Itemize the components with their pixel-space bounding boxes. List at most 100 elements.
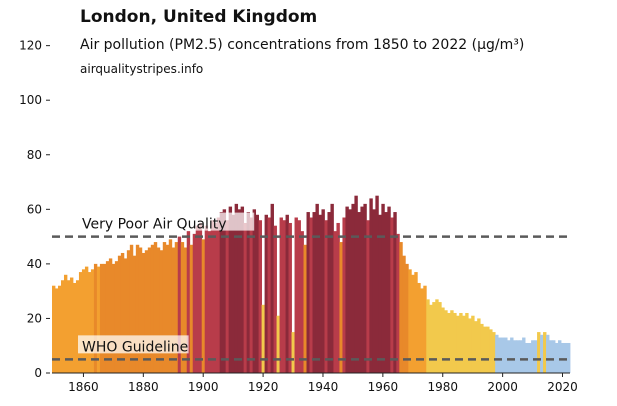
bar: [465, 312, 469, 373]
bar: [516, 340, 520, 373]
bar: [408, 269, 412, 373]
bar: [468, 318, 472, 373]
bar: [174, 242, 179, 373]
bar: [399, 242, 403, 373]
bar: [123, 258, 128, 373]
bar: [234, 203, 239, 373]
bar: [423, 285, 427, 373]
bar: [471, 315, 475, 373]
bar: [231, 214, 236, 373]
bar: [438, 302, 442, 373]
bar: [543, 332, 547, 373]
bar: [492, 332, 496, 373]
bar: [498, 337, 502, 373]
bar: [99, 263, 104, 373]
bar: [225, 220, 230, 373]
bar: [75, 280, 80, 373]
bar: [375, 195, 379, 373]
bar: [357, 212, 361, 373]
bar: [297, 220, 301, 373]
x-tick-label: 1860: [68, 380, 99, 394]
bar: [462, 315, 466, 373]
bar: [156, 247, 161, 373]
bar: [372, 209, 376, 373]
bar: [324, 220, 328, 373]
bar: [273, 225, 277, 373]
bar: [189, 244, 194, 373]
bar: [243, 222, 248, 373]
x-tick-label: 2020: [547, 380, 578, 394]
bar: [126, 250, 131, 373]
bar: [222, 209, 227, 373]
chart-subtitle: Air pollution (PM2.5) concentrations fro…: [80, 37, 525, 53]
bar: [258, 220, 262, 373]
bar: [435, 299, 439, 373]
bar: [393, 212, 397, 373]
bar: [342, 217, 346, 373]
bar: [84, 266, 89, 373]
bar: [453, 312, 457, 373]
bar: [147, 247, 152, 373]
bar: [432, 302, 436, 373]
bar: [249, 217, 254, 373]
x-tick-label: 1960: [368, 380, 399, 394]
y-tick-label: 60: [27, 202, 42, 216]
bar: [405, 263, 409, 373]
bar: [315, 203, 319, 373]
y-tick-label: 40: [27, 257, 42, 271]
x-tick-label: 1900: [188, 380, 219, 394]
bar: [552, 340, 556, 373]
bar: [294, 217, 298, 373]
y-tick-label: 20: [27, 311, 42, 325]
bar: [144, 250, 149, 373]
bar: [87, 272, 92, 373]
bar: [282, 220, 286, 373]
bar: [336, 222, 340, 373]
bar: [219, 212, 224, 373]
bar: [495, 334, 499, 373]
bar: [504, 337, 508, 373]
bar: [318, 214, 322, 373]
bar: [105, 261, 110, 373]
bar: [132, 255, 137, 373]
chart-title: London, United Kingdom: [80, 7, 318, 27]
bar: [90, 269, 95, 373]
bar: [138, 247, 143, 373]
bar: [441, 307, 445, 373]
bar: [57, 285, 62, 373]
bar: [477, 318, 481, 373]
bar: [303, 244, 307, 373]
bar: [201, 239, 206, 373]
bar: [270, 203, 274, 373]
bar: [333, 231, 337, 373]
bar: [546, 334, 550, 373]
bar: [501, 337, 505, 373]
bar: [531, 340, 535, 373]
bar: [198, 222, 203, 373]
bar: [417, 282, 421, 373]
y-tick-label: 100: [19, 93, 42, 107]
bar: [52, 285, 56, 373]
x-tick-label: 1940: [308, 380, 339, 394]
bar: [186, 231, 191, 373]
bar: [456, 315, 460, 373]
reference-line-label-box: [78, 212, 255, 231]
reference-lines-group: Very Poor Air Quality WHO Guideline: [52, 212, 570, 361]
bar: [102, 263, 107, 373]
bar: [474, 321, 478, 373]
bar: [252, 209, 257, 373]
bar: [129, 244, 134, 373]
bar: [351, 203, 355, 373]
bar: [567, 342, 571, 373]
bar: [300, 231, 304, 373]
bar: [510, 337, 514, 373]
bar: [558, 340, 562, 373]
bar: [246, 212, 251, 373]
bar: [525, 342, 529, 373]
bar: [411, 274, 415, 373]
bar: [486, 326, 490, 373]
bar: [192, 233, 197, 373]
bar: [429, 304, 433, 373]
y-tick-label: 120: [19, 39, 42, 53]
